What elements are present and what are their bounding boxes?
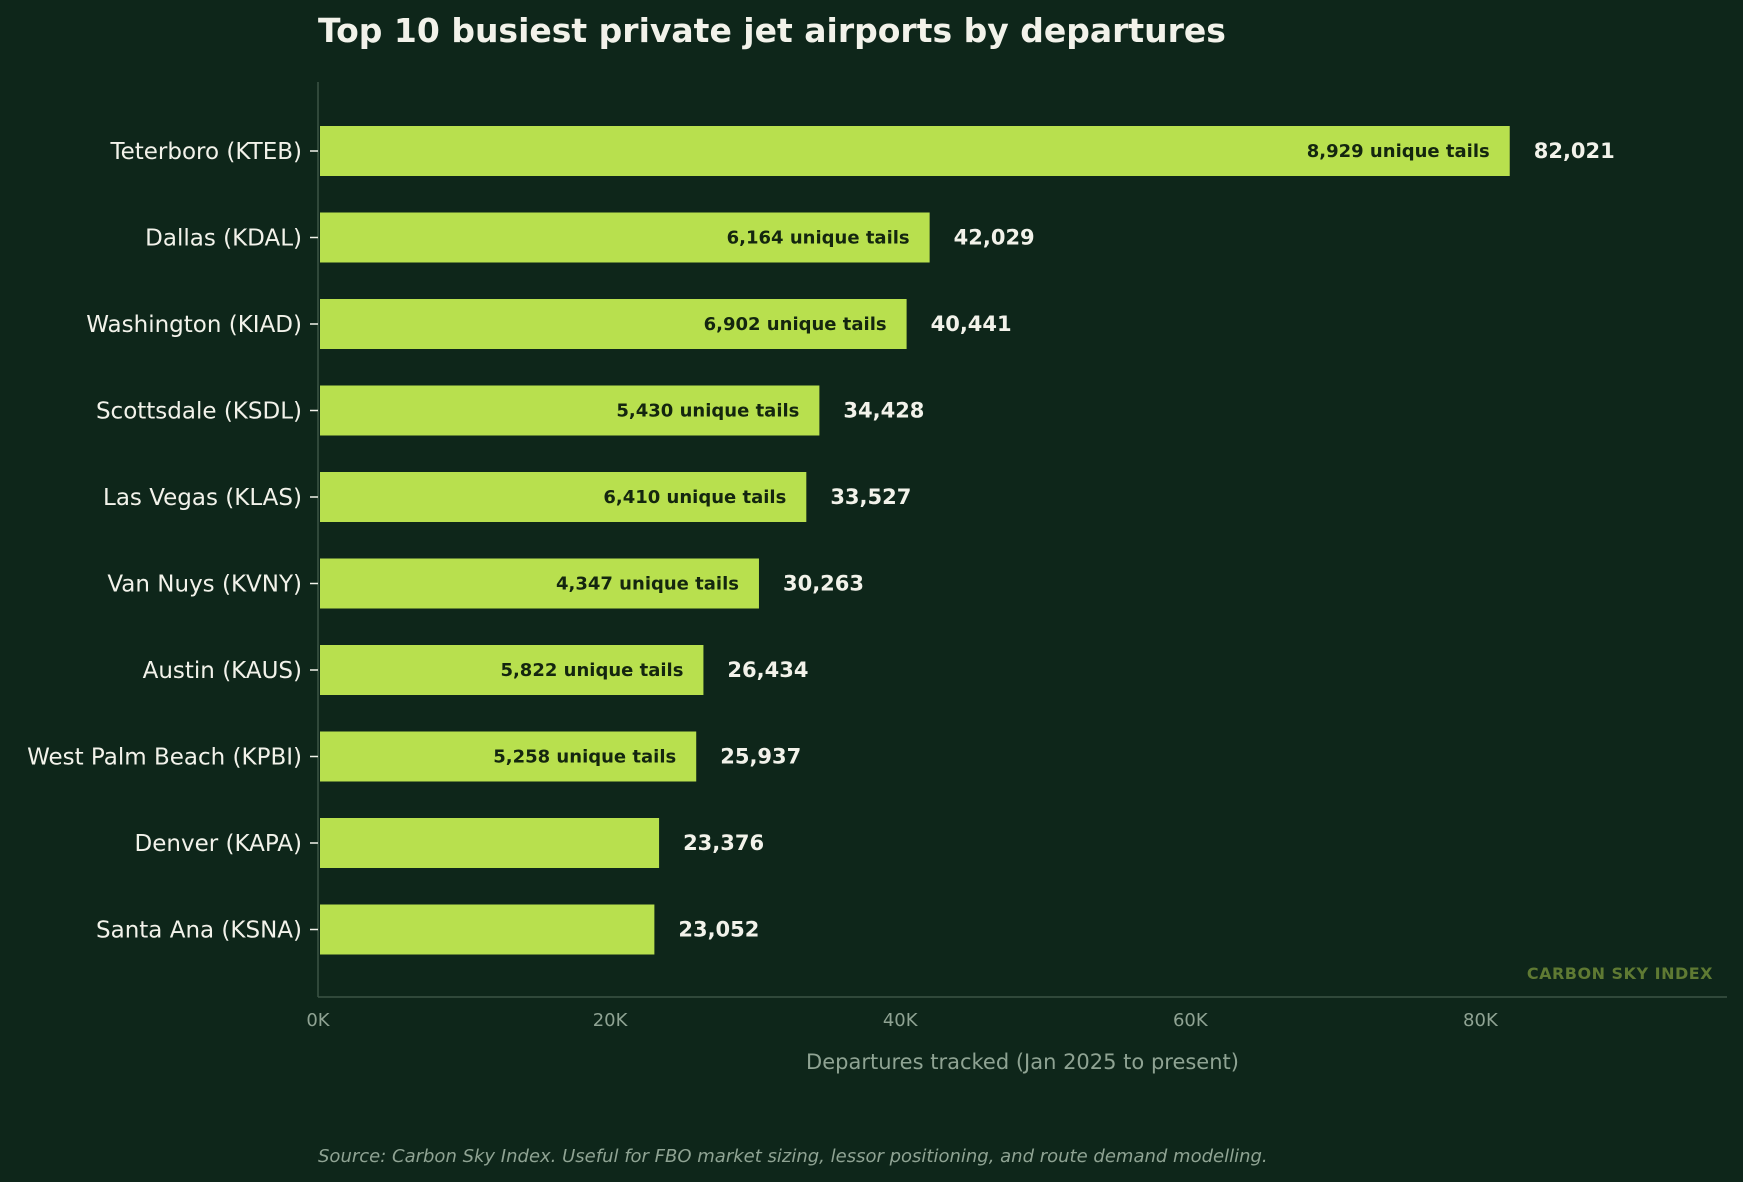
- x-axis-title: Departures tracked (Jan 2025 to present): [806, 1050, 1239, 1074]
- source-note: Source: Carbon Sky Index. Useful for FBO…: [318, 1146, 1268, 1167]
- bar: [320, 818, 660, 868]
- x-tick-label: 0K: [306, 1010, 330, 1031]
- bars-group: 82,021 8,929 unique tails 42,029 6,164 uniq…: [320, 126, 1615, 955]
- y-ticks-group: Teterboro (KTEB) Dallas (KDAL) Washington …: [27, 139, 318, 944]
- bar: [320, 558, 759, 609]
- bar-value-label: 42,029: [954, 226, 1035, 250]
- bar-inner-label: 5,258 unique tails: [493, 747, 676, 768]
- bar-value-label: 23,052: [678, 918, 759, 942]
- bar-inner-label: 6,164 unique tails: [727, 228, 910, 249]
- x-tick-label: 20K: [593, 1010, 629, 1031]
- bar-inner-label: 6,410 unique tails: [603, 487, 786, 508]
- category-label: Austin (KAUS): [143, 658, 302, 684]
- bar: [320, 472, 807, 522]
- x-ticks-group: 0K 20K 40K 60K 80K: [306, 1010, 1499, 1031]
- bar-value-label: 34,428: [843, 399, 924, 423]
- bar: [320, 731, 697, 782]
- chart-title: Top 10 busiest private jet airports by d…: [318, 11, 1226, 50]
- bar-inner-label: 8,929 unique tails: [1307, 141, 1490, 162]
- bar: [320, 299, 907, 349]
- category-label: Van Nuys (KVNY): [107, 572, 302, 598]
- bar-value-label: 26,434: [727, 658, 808, 682]
- bar-inner-label: 5,430 unique tails: [616, 401, 799, 422]
- category-label: Washington (KIAD): [86, 312, 302, 338]
- category-label: Santa Ana (KSNA): [96, 918, 302, 944]
- bar-value-label: 30,263: [783, 572, 864, 596]
- bar-inner-label: 5,822 unique tails: [500, 660, 683, 681]
- x-tick-label: 80K: [1463, 1010, 1499, 1031]
- axes-group: [317, 82, 1727, 998]
- watermark-text: CARBON SKY INDEX: [1527, 964, 1713, 983]
- x-tick-label: 40K: [883, 1010, 919, 1031]
- bar-inner-label: 6,902 unique tails: [704, 314, 887, 335]
- category-label: Denver (KAPA): [135, 831, 302, 857]
- bar-value-label: 23,376: [683, 831, 764, 855]
- bar: [320, 126, 1510, 176]
- bar-value-label: 33,527: [830, 485, 911, 509]
- x-tick-label: 60K: [1173, 1010, 1209, 1031]
- bar: [320, 385, 820, 436]
- category-label: Scottsdale (KSDL): [96, 399, 302, 425]
- bar-inner-label: 4,347 unique tails: [556, 574, 739, 595]
- bar: [320, 645, 704, 695]
- bar: [320, 212, 930, 263]
- bar-value-label: 25,937: [720, 745, 801, 769]
- category-label: Las Vegas (KLAS): [103, 485, 302, 511]
- category-label: Dallas (KDAL): [145, 226, 302, 252]
- category-label: West Palm Beach (KPBI): [27, 745, 302, 771]
- bar-value-label: 40,441: [931, 312, 1012, 336]
- category-label: Teterboro (KTEB): [109, 139, 302, 165]
- bar-value-label: 82,021: [1534, 139, 1615, 163]
- bar: [320, 904, 655, 955]
